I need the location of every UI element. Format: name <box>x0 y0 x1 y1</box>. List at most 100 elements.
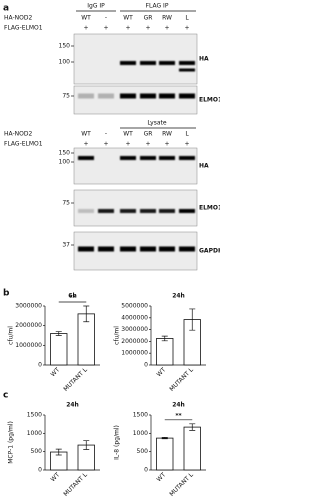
plus-sign: + <box>83 141 88 148</box>
band <box>78 246 94 252</box>
blot-panel <box>73 33 198 85</box>
ip-header: IgG IP <box>87 3 105 10</box>
lane-label: RW <box>162 15 172 22</box>
lane-label: GR <box>144 131 153 138</box>
band <box>120 93 136 99</box>
y-tick-label: 500 <box>137 448 149 455</box>
error-bar <box>55 448 62 456</box>
y-tick-label: 0 <box>38 362 42 369</box>
blot-panel <box>73 85 198 115</box>
x-tick-label: WT <box>49 366 61 378</box>
mw-marker: 75 <box>62 200 70 207</box>
band <box>159 209 175 213</box>
band <box>120 156 136 160</box>
band <box>98 93 114 99</box>
chart-title: 24h <box>172 402 185 409</box>
lane-label: - <box>105 131 107 138</box>
band <box>140 209 156 213</box>
bar <box>183 426 201 471</box>
error-bar <box>55 331 62 336</box>
y-tick-label: 0 <box>144 362 148 369</box>
ip-header: FLAG IP <box>146 3 169 10</box>
plus-sign: + <box>184 141 189 148</box>
y-tick-label: 0 <box>38 467 42 474</box>
band <box>159 156 175 160</box>
band <box>78 209 94 213</box>
error-bar <box>83 305 90 323</box>
x-tick-label: WT <box>49 471 61 483</box>
y-tick-label: 4000000 <box>121 314 148 321</box>
y-tick-label: 1000000 <box>15 342 42 349</box>
blot-label: HA <box>199 56 209 63</box>
y-tick-label: 2000000 <box>15 322 42 329</box>
blot-label: GAPDH <box>199 248 220 255</box>
x-tick-label: WT <box>155 471 167 483</box>
mw-marker: 100 <box>59 159 71 166</box>
chart-title: 24h <box>172 293 185 300</box>
mw-marker: 75 <box>62 93 70 100</box>
band <box>179 61 195 65</box>
band <box>98 246 114 252</box>
plus-sign: + <box>125 141 130 148</box>
lane-label: WT <box>81 131 91 138</box>
lane-label: GR <box>144 15 153 22</box>
bar <box>50 333 68 366</box>
band <box>159 93 175 99</box>
blot-panel <box>73 231 198 271</box>
mw-marker: 100 <box>59 59 71 66</box>
lane-label: WT <box>123 15 133 22</box>
y-tick-label: 1500 <box>27 412 42 419</box>
blot-label: ELMO1 <box>199 97 220 104</box>
mw-marker: 150 <box>59 43 71 50</box>
mw-marker: 150 <box>59 150 71 157</box>
y-tick-label: 1000 <box>27 430 42 437</box>
y-tick-label: 1500 <box>133 412 148 419</box>
figure: a b c IgG IP FLAG IP HA-NOD2 FLAG-ELMO1 WT + -… <box>3 3 220 498</box>
panel-label: c <box>3 391 8 401</box>
x-tick-label: MUTANT L <box>168 471 195 498</box>
y-tick-label: 500 <box>31 448 43 455</box>
y-tick-label: 1000 <box>133 430 148 437</box>
band <box>98 209 114 213</box>
lane-label: RW <box>162 131 172 138</box>
lane-label: WT <box>123 131 133 138</box>
lysate-header: Lysate <box>147 120 166 127</box>
lane-label: WT <box>81 15 91 22</box>
y-tick-label: 3000000 <box>121 326 148 333</box>
lane-label: - <box>105 15 107 22</box>
band <box>120 61 136 65</box>
row-label: FLAG-ELMO1 <box>4 25 43 32</box>
plus-sign: + <box>164 25 169 32</box>
band <box>159 246 175 252</box>
error-bar <box>189 423 196 431</box>
error-bar <box>189 308 196 331</box>
lane-label: L <box>185 15 189 22</box>
plus-sign: + <box>145 141 150 148</box>
y-tick-label: 0 <box>144 467 148 474</box>
band <box>159 61 175 65</box>
plus-sign: + <box>145 25 150 32</box>
mw-marker: 37 <box>62 242 70 249</box>
x-tick-label: MUTANT L <box>168 366 195 393</box>
x-tick-label: WT <box>155 366 167 378</box>
error-bar <box>161 437 168 440</box>
error-bar <box>83 440 90 450</box>
significance-label: ** <box>69 295 76 302</box>
row-label: FLAG-ELMO1 <box>4 141 43 148</box>
band <box>120 209 136 213</box>
plus-sign: + <box>103 25 108 32</box>
blot-label: HA <box>199 163 209 170</box>
y-tick-label: 1000000 <box>121 350 148 357</box>
band <box>120 246 136 252</box>
band <box>140 61 156 65</box>
y-axis-label: cfu/ml <box>114 326 121 345</box>
blot-label: ELMO1 <box>199 205 220 212</box>
panel-label: b <box>3 289 10 299</box>
lane-label: L <box>185 131 189 138</box>
row-label: HA-NOD2 <box>4 131 32 138</box>
y-axis-label: cfu/ml <box>8 326 15 345</box>
band <box>179 68 195 72</box>
x-tick-label: MUTANT L <box>62 366 89 393</box>
blot-panel <box>73 147 198 185</box>
band <box>179 209 195 213</box>
